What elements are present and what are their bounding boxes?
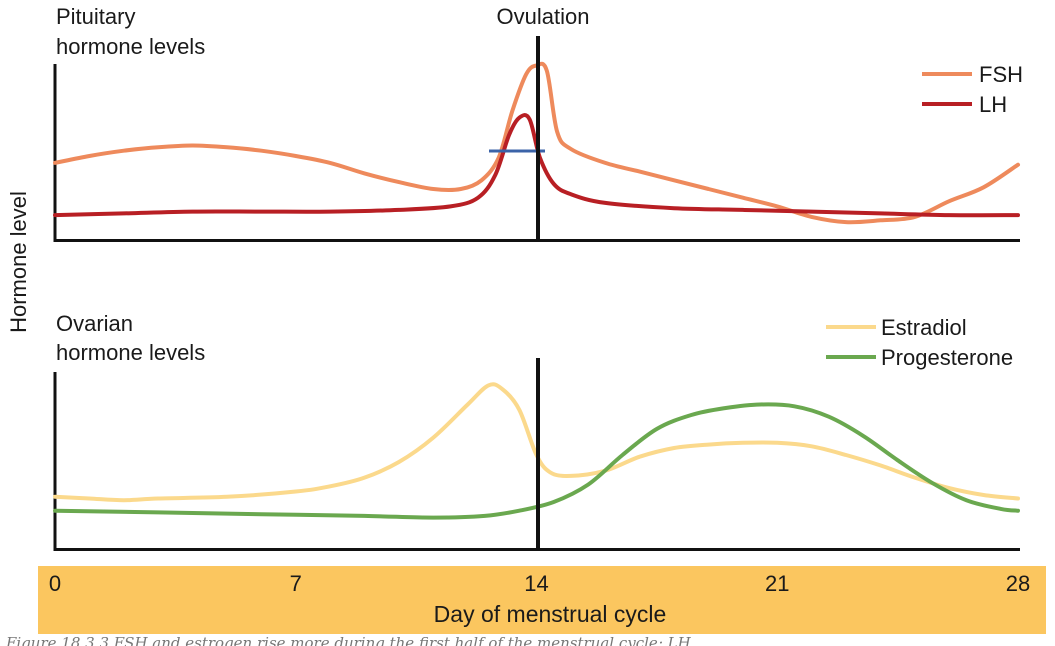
- x-tick-label: 7: [290, 571, 302, 596]
- progesterone-series-line: [53, 402, 1020, 520]
- x-tick-labels: 0 7 14 21 28: [49, 571, 1030, 596]
- legend-lh-label: LH: [979, 92, 1007, 117]
- y-axis-label: Hormone level: [6, 191, 31, 333]
- ovulation-label: Ovulation: [497, 4, 590, 29]
- pituitary-legend: FSH LH: [922, 62, 1023, 117]
- x-axis-label: Day of menstrual cycle: [434, 601, 667, 627]
- ovarian-panel-title: Ovarian hormone levels: [56, 311, 205, 365]
- x-tick-label: 14: [524, 571, 548, 596]
- figure-caption: Figure 18.3.3 FSH and estrogen rise more…: [6, 634, 691, 646]
- legend-estradiol-label: Estradiol: [881, 315, 967, 340]
- legend-fsh-label: FSH: [979, 62, 1023, 87]
- legend-progesterone-label: Progesterone: [881, 345, 1013, 370]
- x-tick-label: 21: [765, 571, 789, 596]
- x-tick-label: 28: [1006, 571, 1030, 596]
- ovarian-legend: Estradiol Progesterone: [826, 315, 1013, 370]
- fsh-series-line: [53, 61, 1020, 225]
- lh-series-line: [53, 113, 1020, 218]
- estradiol-series-line: [53, 382, 1020, 503]
- pituitary-panel-title: Pituitary hormone levels: [56, 4, 205, 59]
- x-tick-label: 0: [49, 571, 61, 596]
- x-axis-band: [38, 566, 1046, 634]
